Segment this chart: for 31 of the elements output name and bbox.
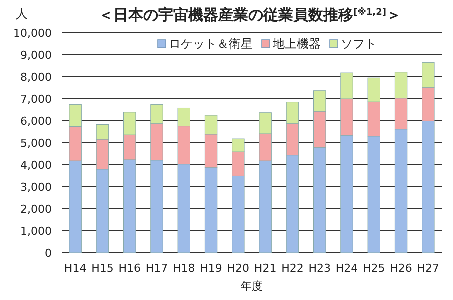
x-tick-label: H18 [173, 262, 196, 275]
y-tick-label: 10,000 [14, 27, 52, 40]
chart-title: ＜日本の宇宙機器産業の従業員数推移$^{[※1,2]}$＞ [98, 6, 402, 24]
legend-label: ソフト [341, 37, 377, 51]
x-tick-label: H24 [336, 262, 358, 275]
x-tick-label: H21 [254, 262, 277, 275]
y-tick-label: 8,000 [20, 71, 52, 84]
x-tick-label: H20 [227, 262, 250, 275]
y-tick-label: 4,000 [20, 159, 52, 172]
x-tick-label: H25 [363, 262, 386, 275]
y-tick-label: 7,000 [20, 93, 52, 106]
x-tick-label: H14 [64, 262, 87, 275]
legend-label: 地上機器 [272, 37, 321, 51]
x-tick-label: H26 [390, 262, 412, 275]
x-tick-label: H15 [92, 262, 114, 275]
y-tick-label: 3,000 [20, 181, 52, 194]
x-tick-label: H19 [200, 262, 222, 275]
y-tick-label: 6,000 [20, 115, 52, 128]
legend-label: ロケット＆衛星 [169, 37, 253, 51]
x-tick-label: H23 [308, 262, 331, 275]
x-tick-label: H17 [146, 262, 168, 275]
x-tick-label: H27 [417, 262, 440, 275]
y-tick-label: 9,000 [20, 49, 52, 62]
y-tick-label: 1,000 [20, 225, 52, 238]
y-tick-label: 0 [45, 247, 52, 260]
y-axis-title: 人 [16, 7, 28, 21]
x-tick-label: H16 [118, 262, 141, 275]
y-tick-label: 5,000 [20, 137, 52, 150]
x-axis-title: 年度 [241, 280, 263, 293]
x-tick-label: H22 [282, 262, 304, 275]
y-tick-label: 2,000 [20, 203, 52, 216]
